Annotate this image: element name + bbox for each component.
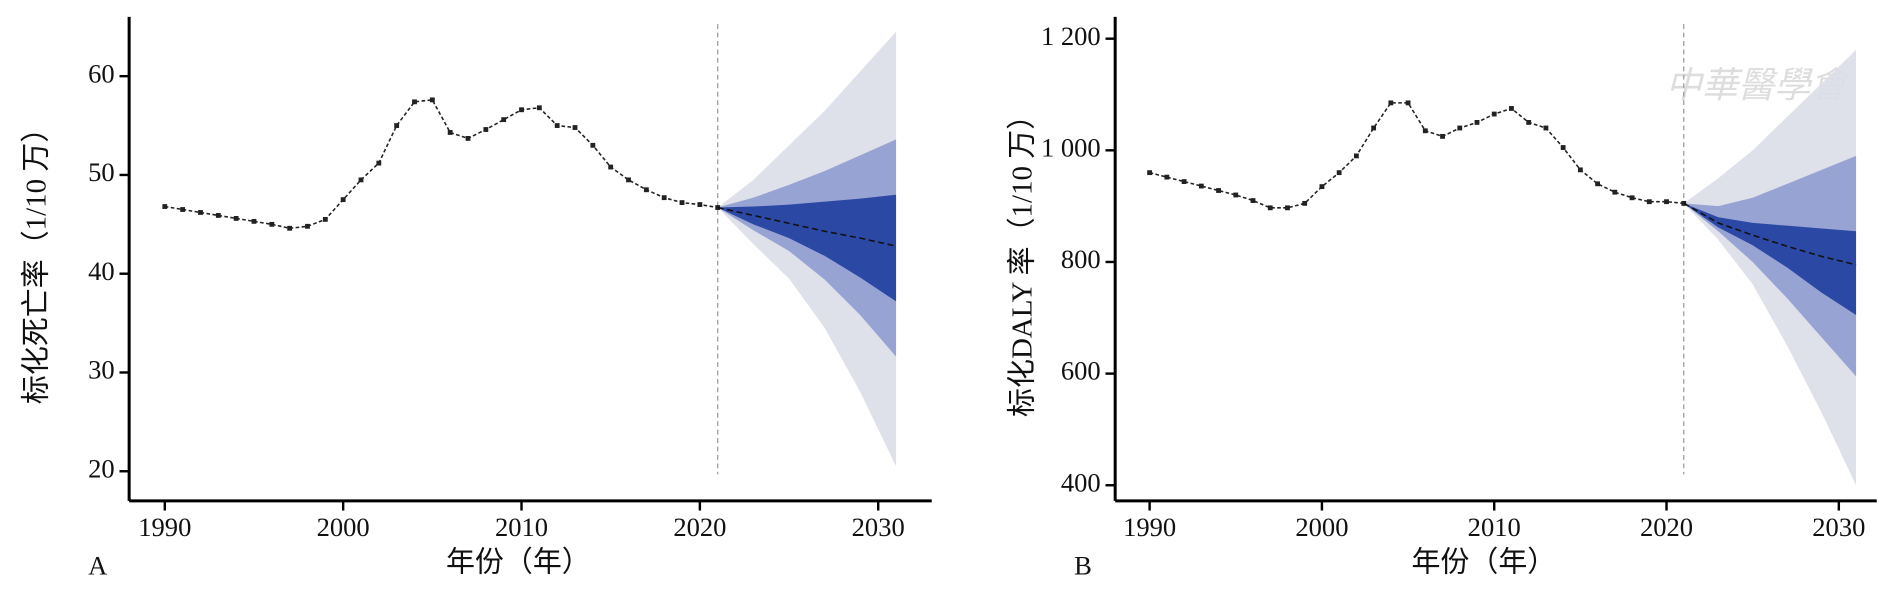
data-point [180,207,186,212]
panel-label: B [1074,551,1092,581]
data-point [1319,184,1325,190]
data-point [483,127,489,132]
data-point [554,123,560,128]
x-axis-label: 年份（年） [1411,546,1556,578]
x-tick-label: 2010 [495,512,548,542]
x-tick-label: 2000 [1295,512,1348,542]
data-point [412,99,417,105]
data-point [1267,205,1273,211]
forecast-band [1683,155,1857,377]
data-point [519,107,524,113]
forecast-band [717,194,897,302]
data-point [1250,198,1256,203]
data-point [1646,199,1652,205]
data-point [162,204,168,209]
data-point [1474,120,1480,125]
data-point [1577,167,1583,173]
data-point [1612,189,1618,195]
data-point [1353,153,1359,159]
x-tick-label: 2010 [1468,512,1521,542]
data-point [1560,145,1566,150]
y-tick-label: 600 [1061,356,1101,386]
data-point [198,210,203,215]
data-point [1405,100,1411,106]
data-point [572,125,578,130]
data-point [1595,181,1601,187]
data-point [608,164,614,170]
data-point [1440,133,1445,139]
data-point [1509,106,1514,111]
data-point [233,215,239,221]
data-point [1422,128,1428,134]
x-tick-label: 2020 [1640,512,1693,542]
series-line [717,206,897,247]
data-point [269,221,275,227]
x-tick-label: 2000 [317,512,370,542]
y-tick-label: 20 [88,453,115,483]
data-point [358,177,364,183]
x-tick-label: 2020 [673,512,726,542]
data-point [465,135,471,141]
data-point [697,202,703,207]
data-point [215,213,221,218]
y-tick-label: 400 [1061,467,1101,497]
series-line [1683,202,1857,266]
data-point [501,117,507,123]
data-point [536,105,542,111]
data-point [1285,205,1290,211]
data-point [1233,192,1239,198]
data-point [429,97,435,103]
data-point [287,225,293,231]
data-point [1336,170,1342,176]
data-point [1302,200,1308,206]
series-line [1149,102,1684,209]
x-tick-label: 1990 [1123,512,1176,542]
x-tick-label: 2030 [852,512,905,542]
data-point [626,177,631,183]
data-point [1543,125,1549,131]
data-point [447,130,453,135]
data-point [394,123,400,128]
x-tick-label: 2030 [1812,512,1865,542]
data-point [1216,188,1221,193]
series-line [164,99,718,230]
y-tick-label: 800 [1061,244,1101,274]
data-point [1147,170,1153,176]
data-point [661,195,667,201]
data-point [1371,125,1377,131]
y-tick-label: 60 [88,58,115,88]
panel-label: A [88,551,107,581]
data-point [643,187,649,193]
data-point [1388,100,1394,106]
data-point [305,223,310,229]
y-axis-label: 标化死亡率（1/10 万） [20,114,52,404]
data-point [1629,195,1635,201]
y-tick-label: 1 200 [1041,21,1101,51]
data-point [1664,199,1669,205]
y-tick-label: 40 [88,256,115,286]
forecast-band [1683,203,1857,315]
data-point [590,142,596,148]
data-point [1198,183,1204,189]
data-point [1457,125,1463,131]
y-tick-label: 1 000 [1041,132,1101,162]
data-point [340,197,346,203]
y-axis-label: 标化DALY 率（1/10 万） [1006,101,1038,417]
data-point [376,160,382,166]
data-point [1164,174,1170,180]
data-point [322,216,328,222]
y-tick-label: 30 [88,355,115,385]
x-axis-label: 年份（年） [446,546,591,578]
data-point [1491,111,1497,117]
data-point [1526,120,1532,125]
data-point [679,200,685,206]
forecast-band [717,139,897,357]
y-tick-label: 50 [88,157,115,187]
data-point [251,218,257,224]
x-tick-label: 1990 [138,512,191,542]
data-point [1181,179,1187,184]
